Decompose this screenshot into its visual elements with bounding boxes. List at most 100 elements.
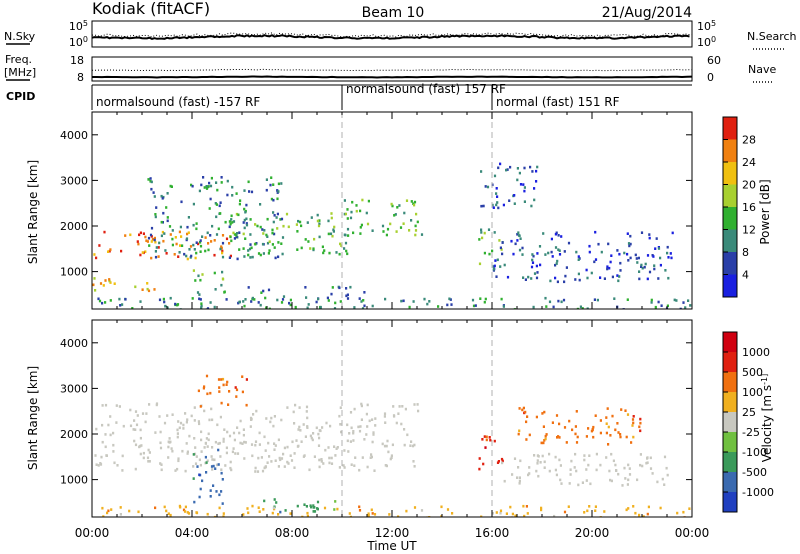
- heatmap-cell: [268, 455, 271, 458]
- date-title: 21/Aug/2014: [602, 5, 692, 21]
- heatmap-cell: [323, 249, 326, 252]
- heatmap-cell: [273, 442, 276, 445]
- heatmap-cell: [528, 433, 531, 437]
- heatmap-cell: [320, 460, 323, 463]
- heatmap-cell: [161, 221, 164, 224]
- heatmap-cell: [525, 420, 528, 424]
- heatmap-cell: [170, 447, 173, 450]
- heatmap-cell: [169, 440, 172, 444]
- heatmap-cell: [317, 297, 320, 301]
- heatmap-cell: [367, 514, 370, 517]
- heatmap-cell: [221, 377, 225, 381]
- heatmap-cell: [307, 303, 310, 306]
- heatmap-cell: [277, 513, 280, 516]
- heatmap-cell: [215, 463, 219, 467]
- heatmap-cell: [280, 301, 284, 304]
- heatmap-cell: [120, 249, 123, 253]
- heatmap-cell: [383, 415, 386, 418]
- heatmap-cell: [250, 190, 254, 194]
- heatmap-cell: [93, 277, 96, 280]
- heatmap-cell: [309, 504, 312, 507]
- heatmap-cell: [358, 509, 362, 512]
- heatmap-cell: [585, 468, 588, 471]
- heatmap-cell: [639, 421, 642, 425]
- heatmap-cell: [361, 456, 364, 459]
- heatmap-cell: [569, 468, 572, 471]
- heatmap-cell: [556, 436, 559, 439]
- heatmap-cell: [372, 433, 375, 436]
- heatmap-cell: [230, 218, 233, 221]
- heatmap-cell: [626, 252, 629, 256]
- heatmap-cell: [253, 298, 256, 301]
- heatmap-cell: [154, 431, 157, 434]
- heatmap-cell: [142, 451, 145, 455]
- heatmap-cell: [251, 296, 254, 300]
- heatmap-cell: [116, 464, 119, 467]
- heatmap-cell: [318, 458, 321, 462]
- heatmap-cell: [241, 390, 244, 394]
- heatmap-cell: [345, 294, 348, 298]
- heatmap-cell: [266, 217, 269, 221]
- heatmap-cell: [479, 297, 482, 300]
- colorbar-swatch: [723, 252, 737, 275]
- velocity-ylabel: Slant Range [km]: [26, 366, 40, 470]
- heatmap-cell: [665, 466, 668, 470]
- heatmap-cell: [370, 455, 373, 459]
- heatmap-cell: [326, 296, 329, 300]
- heatmap-cell: [131, 307, 134, 309]
- heatmap-cell: [472, 304, 476, 308]
- heatmap-cell: [257, 301, 260, 304]
- heatmap-cell: [276, 212, 279, 216]
- heatmap-cell: [146, 282, 149, 285]
- heatmap-cell: [543, 410, 546, 414]
- heatmap-cell: [179, 421, 183, 425]
- heatmap-cell: [330, 292, 333, 296]
- heatmap-cell: [261, 242, 265, 246]
- heatmap-cell: [119, 506, 122, 509]
- heatmap-cell: [136, 414, 139, 417]
- heatmap-cell: [682, 301, 685, 304]
- heatmap-cell: [554, 455, 557, 459]
- heatmap-cell: [632, 505, 635, 508]
- heatmap-cell: [558, 253, 562, 256]
- heatmap-cell: [594, 509, 597, 512]
- heatmap-cell: [351, 200, 354, 204]
- heatmap-cell: [636, 478, 639, 482]
- heatmap-cell: [654, 305, 657, 309]
- heatmap-cell: [535, 469, 538, 473]
- heatmap-cell: [551, 421, 554, 424]
- heatmap-cell: [203, 186, 206, 189]
- heatmap-cell: [228, 220, 231, 223]
- heatmap-cell: [651, 472, 654, 475]
- heatmap-cell: [227, 403, 230, 406]
- heatmap-cell: [98, 299, 102, 303]
- heatmap-cell: [446, 508, 450, 511]
- heatmap-cell: [100, 455, 103, 459]
- heatmap-cell: [137, 242, 140, 246]
- heatmap-cell: [298, 406, 301, 409]
- heatmap-cell: [259, 203, 262, 206]
- heatmap-cell: [517, 432, 520, 436]
- heatmap-cell: [569, 473, 572, 476]
- heatmap-cell: [183, 252, 186, 256]
- heatmap-cell: [321, 426, 324, 429]
- heatmap-cell: [493, 174, 497, 178]
- heatmap-cell: [312, 247, 315, 250]
- heatmap-cell: [542, 441, 545, 445]
- heatmap-cell: [142, 232, 145, 235]
- heatmap-cell: [273, 498, 276, 501]
- heatmap-cell: [313, 506, 316, 509]
- heatmap-cell: [491, 512, 494, 515]
- cpid-mode-label: normal (fast) 151 RF: [496, 95, 620, 109]
- heatmap-cell: [394, 213, 397, 216]
- heatmap-cell: [146, 456, 150, 460]
- heatmap-cell: [176, 435, 179, 439]
- heatmap-cell: [340, 244, 343, 247]
- heatmap-cell: [250, 300, 253, 303]
- heatmap-cell: [129, 424, 133, 428]
- heatmap-cell: [540, 441, 543, 445]
- heatmap-cell: [550, 250, 553, 254]
- heatmap-cell: [199, 239, 202, 242]
- heatmap-cell: [413, 403, 416, 406]
- heatmap-cell: [152, 191, 155, 194]
